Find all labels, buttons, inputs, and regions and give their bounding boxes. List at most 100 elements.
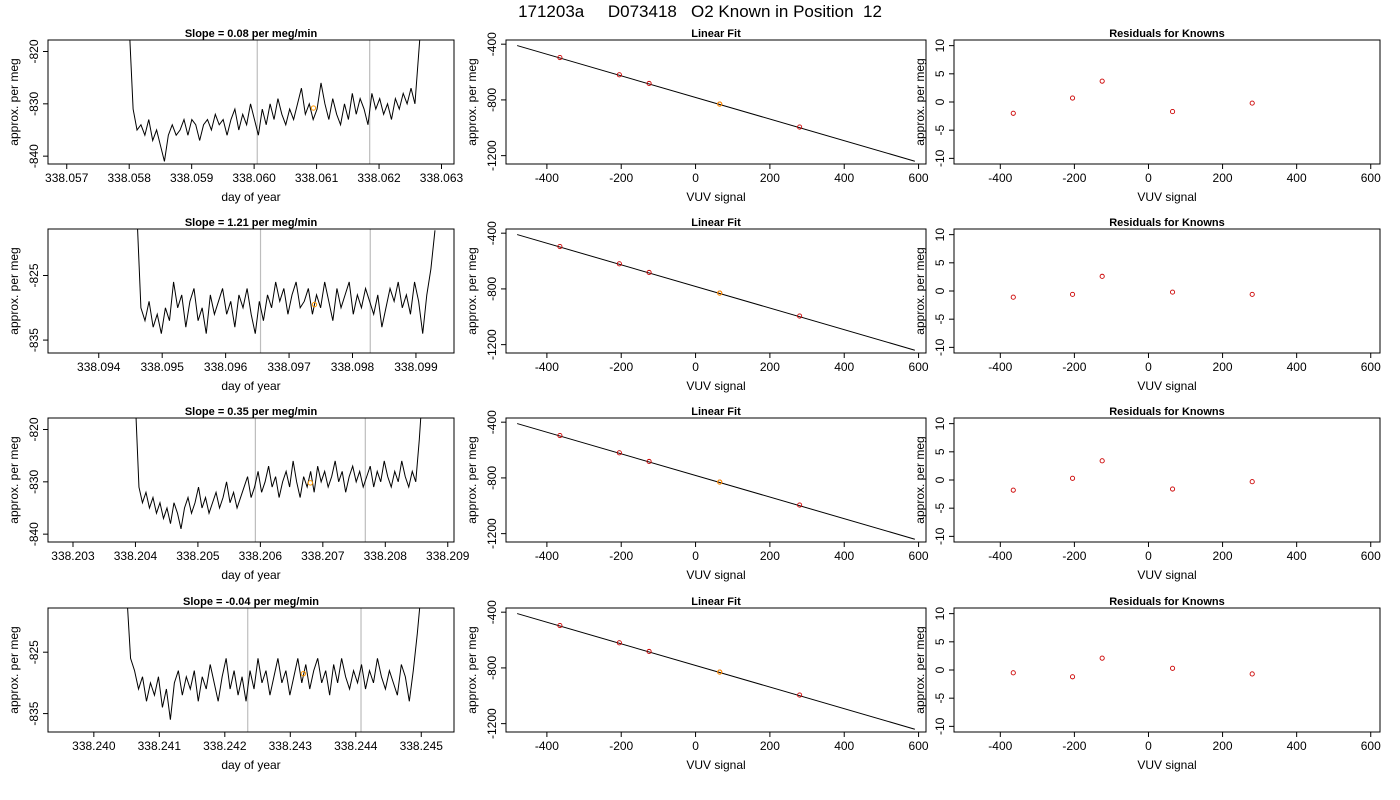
x-tick-label: -200 [609,171,633,185]
y-tick-label: 10 [933,228,947,242]
y-tick-label: 5 [933,448,947,455]
x-tick-label: 0 [692,549,699,563]
x-tick-label: 600 [909,739,929,753]
x-tick-label: 600 [909,171,929,185]
y-tick-label: -840 [27,522,41,546]
data-point [797,124,803,130]
data-point [646,269,652,276]
x-tick-label: 338.245 [400,739,444,753]
data-point [616,450,622,456]
plot-frame [953,39,1381,165]
signal-trace [127,608,421,720]
y-tick-label: -10 [933,149,947,167]
plot-area [517,423,915,540]
x-tick-label: 0 [692,360,699,374]
highlight-point [717,479,723,485]
panel-timeseries-row4: Slope = -0.04 per meg/min 338.240 338.241 3… [7,596,455,772]
y-tick-label: -825 [27,263,41,287]
y-tick-label: -400 [485,32,499,56]
x-tick-label: 200 [760,739,780,753]
y-tick-label: 0 [933,476,947,483]
panel-title: Residuals for Knowns [1109,596,1225,608]
x-tick-label: 338.209 [426,549,470,563]
x-tick-label: -200 [609,739,633,753]
plot-area [137,229,436,353]
y-tick-label: -400 [485,600,499,624]
signal-trace [137,229,436,334]
mean-marker [300,670,307,677]
x-tick-label: -200 [1062,739,1086,753]
data-point [646,648,652,655]
y-tick-label: -5 [933,693,947,704]
data-point [1069,475,1076,481]
plot-frame [47,228,455,354]
plot-frame [47,607,455,733]
y-tick-label: -820 [27,39,41,63]
y-tick-label: 5 [933,638,947,645]
y-axis-label: approx. per meg [465,626,479,713]
data-point [1010,487,1016,493]
plot-frame [505,607,927,733]
data-point [1170,289,1176,295]
y-tick-label: 0 [933,287,947,294]
y-tick-label: 5 [933,70,947,77]
x-axis-label: VUV signal [1137,568,1196,582]
y-tick-label: 10 [933,607,947,621]
x-tick-label: -200 [609,549,633,563]
y-tick-label: -840 [27,144,41,168]
y-tick-label: -825 [27,640,41,664]
x-tick-label: 338.098 [331,360,375,374]
signal-trace [135,418,422,530]
data-point [646,458,652,465]
highlight-point [717,290,723,296]
x-tick-label: -200 [609,360,633,374]
panel-title: Slope = 0.08 per meg/min [185,28,318,40]
x-tick-label: 600 [1361,739,1381,753]
x-axis-label: VUV signal [686,379,745,393]
plot-area [517,234,915,351]
panel-timeseries-row1: Slope = 0.08 per meg/min 338.057 338.058 33… [7,28,464,204]
mean-marker [310,105,317,111]
y-axis-label: approx. per meg [7,436,21,523]
plot-frame [505,228,927,354]
x-axis-label: VUV signal [686,568,745,582]
data-point [557,623,563,629]
plot-frame [953,607,1381,733]
x-tick-label: 338.204 [114,549,158,563]
data-point [797,692,803,698]
y-tick-label: -10 [933,717,947,735]
x-tick-label: 400 [834,549,854,563]
data-point [1069,95,1076,101]
x-tick-label: 0 [692,739,699,753]
x-tick-label: -400 [535,739,559,753]
x-tick-label: -400 [535,360,559,374]
x-tick-label: 0 [1145,360,1152,374]
data-point [616,72,622,78]
panel-title: Slope = 0.35 per meg/min [185,406,318,418]
data-point [1099,273,1105,279]
y-tick-label: -835 [27,328,41,352]
data-point [1069,291,1076,297]
data-point [797,502,803,508]
x-tick-label: 600 [909,549,929,563]
panel-title: Residuals for Knowns [1109,406,1225,418]
data-point [1099,655,1105,661]
x-tick-label: 338.206 [239,549,283,563]
x-tick-label: 338.063 [420,171,464,185]
x-tick-label: 338.240 [72,739,116,753]
plot-area [127,608,421,732]
x-tick-label: 338.243 [269,739,313,753]
x-tick-label: -400 [535,171,559,185]
y-tick-label: -820 [27,417,41,441]
x-tick-label: 338.096 [204,360,248,374]
plot-frame [47,417,455,543]
highlight-point [717,669,723,675]
panel-residuals-row4: Residuals for Knowns -400 -200 0 200 400 600 10… [913,596,1381,772]
fit-line [517,45,915,162]
fit-line [517,423,915,540]
panel-residuals-row1: Residuals for Knowns -400 -200 0 200 400 600 10… [913,28,1381,204]
y-axis-label: approx. per meg [913,247,927,334]
x-tick-label: 200 [760,171,780,185]
x-tick-label: 338.059 [170,171,214,185]
data-point [1099,78,1105,84]
